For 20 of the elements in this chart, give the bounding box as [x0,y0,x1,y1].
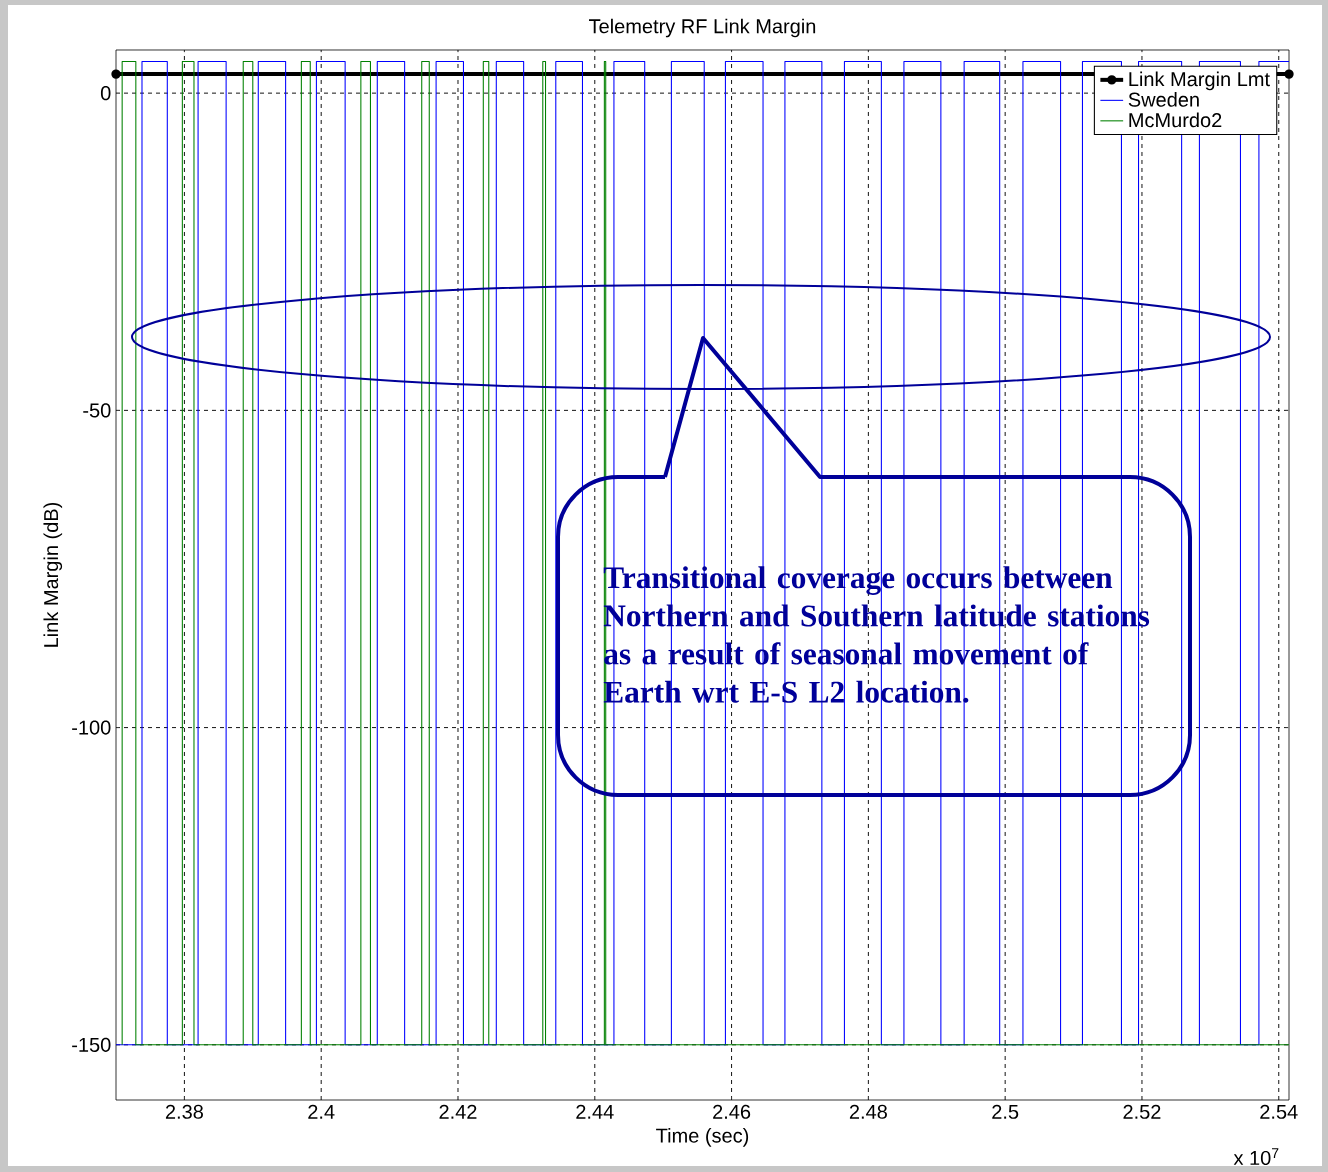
x-tick-label: 2.38 [165,1104,203,1119]
text: x 10$^{7}$ [1233,1148,1279,1166]
x-tick-label: 2.42 [439,1104,477,1119]
x-axis-title: Time (sec) [656,1128,749,1147]
x-tick-label: 2.46 [713,1104,751,1119]
y-tick-label: -100 [72,720,111,735]
x-tick-label: 2.44 [576,1104,614,1119]
y-tick-label: -150 [72,1037,111,1052]
x-tick-label: 2.5 [992,1104,1019,1119]
x-tick-label: 2.4 [308,1104,335,1119]
x-tick-label: 2.48 [849,1104,887,1119]
y-tick-label: 0 [100,86,111,101]
y-axis-title: Link Margin (dB) [43,502,63,647]
y-tick-label: -50 [83,403,111,418]
chart-title: Telemetry RF Link Margin [589,18,816,38]
legend-label: Sweden [1128,92,1199,107]
legend-label: Link Margin Lmt [1129,71,1270,91]
x-tick-label: 2.52 [1123,1104,1161,1119]
x-tick-label: 2.54 [1260,1104,1298,1119]
legend-label: McMurdo2 [1129,112,1222,128]
